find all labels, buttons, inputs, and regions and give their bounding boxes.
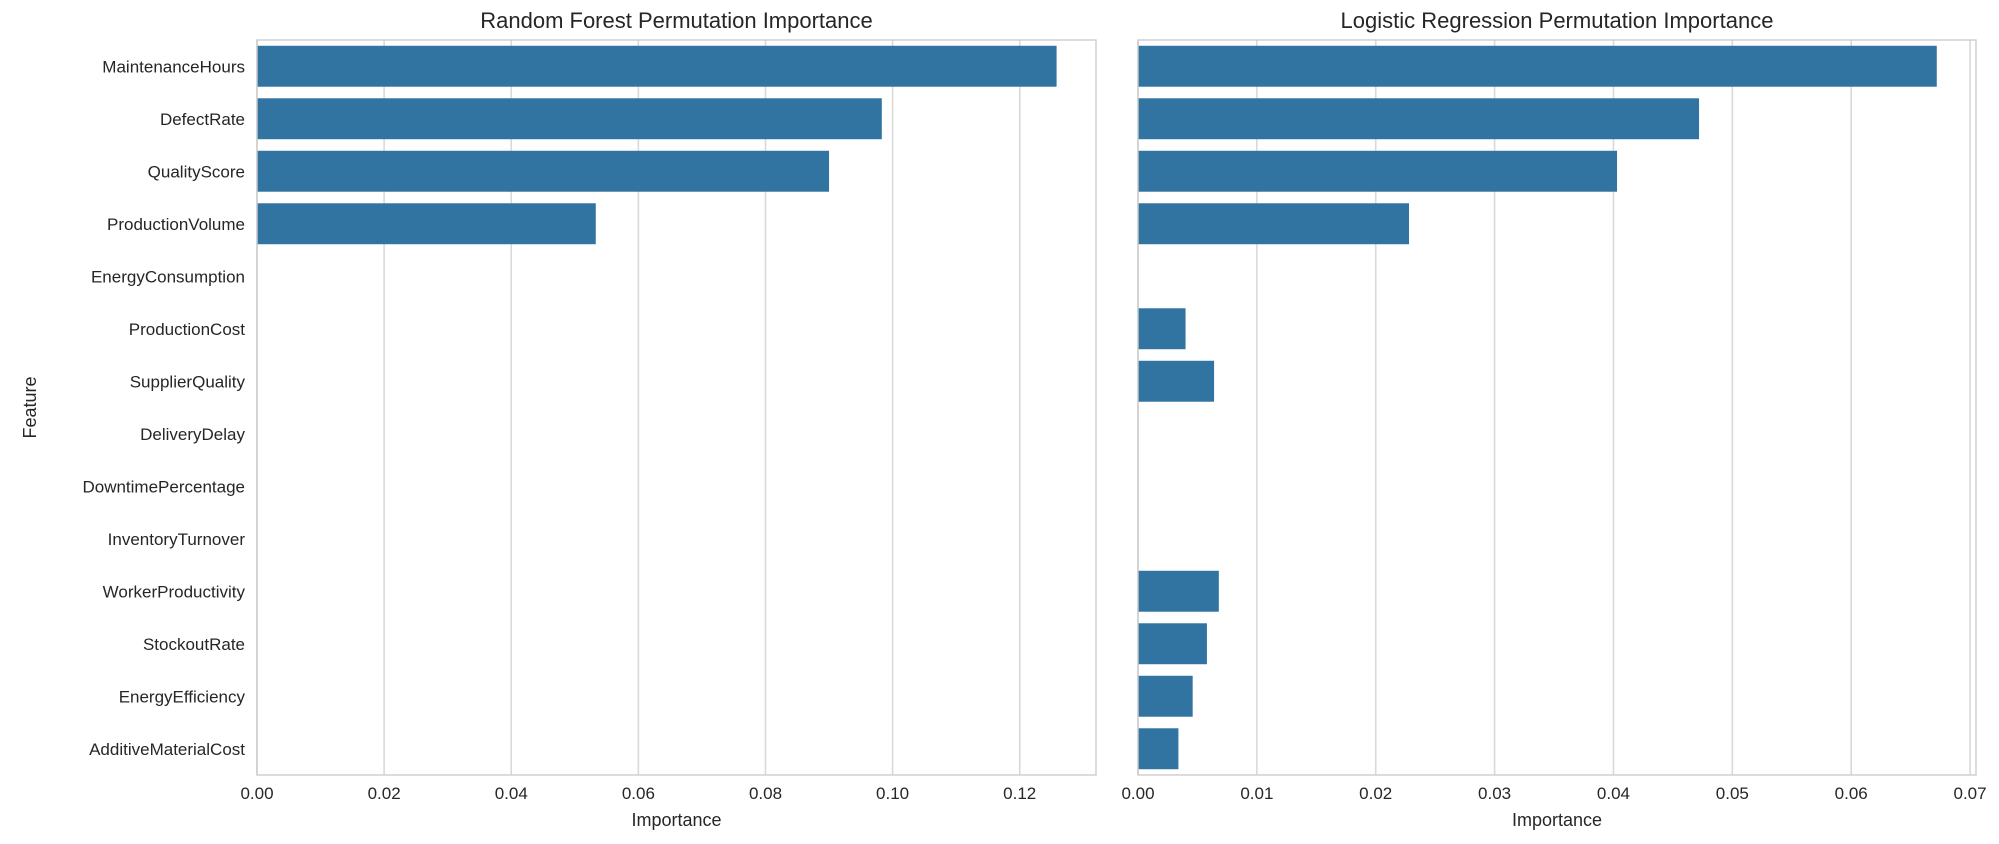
y-tick-label: ProductionCost bbox=[129, 320, 246, 339]
x-tick-label: 0.07 bbox=[1954, 784, 1987, 803]
x-tick-label: 0.05 bbox=[1716, 784, 1749, 803]
y-tick-label: DowntimePercentage bbox=[82, 477, 245, 496]
axes-frame bbox=[256, 39, 1097, 776]
x-tick-label: 0.02 bbox=[368, 784, 401, 803]
y-axis-label: Feature bbox=[20, 376, 40, 438]
x-axis-label: Importance bbox=[631, 810, 721, 830]
bar bbox=[1138, 308, 1186, 350]
x-tick-label: 0.00 bbox=[240, 784, 273, 803]
bar bbox=[257, 150, 830, 192]
chart-title: Logistic Regression Permutation Importan… bbox=[1341, 8, 1774, 33]
bar bbox=[257, 45, 1057, 87]
x-tick-label: 0.06 bbox=[1835, 784, 1868, 803]
x-tick-label: 0.06 bbox=[622, 784, 655, 803]
axes-frame bbox=[1137, 39, 1977, 776]
y-tick-label: QualityScore bbox=[148, 162, 245, 181]
x-tick-label: 0.01 bbox=[1240, 784, 1273, 803]
y-tick-label: SupplierQuality bbox=[130, 372, 246, 391]
y-tick-label: InventoryTurnover bbox=[108, 530, 246, 549]
bar bbox=[1138, 623, 1207, 665]
y-tick-label: WorkerProductivity bbox=[103, 582, 246, 601]
y-tick-label: MaintenanceHours bbox=[102, 57, 245, 76]
bar bbox=[1138, 360, 1215, 402]
chart-panel-2: 0.00 0.01 0.02 0.03 0.04 0.05 0.06 0.07 Logistic… bbox=[1121, 8, 1986, 830]
bar bbox=[1138, 45, 1937, 87]
bar bbox=[257, 98, 882, 140]
x-tick-label: 0.04 bbox=[1597, 784, 1630, 803]
bar bbox=[1138, 98, 1700, 140]
y-tick-label: ProductionVolume bbox=[107, 215, 245, 234]
bar bbox=[1138, 570, 1219, 612]
y-tick-label: DefectRate bbox=[160, 110, 245, 129]
x-tick-label: 0.00 bbox=[1121, 784, 1154, 803]
x-tick-label: 0.03 bbox=[1478, 784, 1511, 803]
chart-title: Random Forest Permutation Importance bbox=[480, 8, 873, 33]
bar bbox=[1138, 728, 1179, 770]
y-tick-label: DeliveryDelay bbox=[140, 425, 245, 444]
bar bbox=[257, 203, 596, 245]
bar bbox=[1138, 150, 1618, 192]
chart-panel-1: 0.00 0.02 0.04 0.06 0.08 0.10 0.12 MaintenanceH… bbox=[20, 8, 1097, 830]
x-tick-label: 0.02 bbox=[1359, 784, 1392, 803]
y-tick-label: StockoutRate bbox=[143, 635, 245, 654]
bar bbox=[1138, 675, 1193, 717]
y-tick-label: EnergyEfficiency bbox=[119, 687, 246, 706]
x-tick-label: 0.04 bbox=[495, 784, 528, 803]
x-axis-label: Importance bbox=[1512, 810, 1602, 830]
x-tick-label: 0.08 bbox=[749, 784, 782, 803]
y-tick-label: EnergyConsumption bbox=[91, 267, 245, 286]
x-tick-label: 0.12 bbox=[1003, 784, 1036, 803]
x-tick-label: 0.10 bbox=[876, 784, 909, 803]
y-tick-label: AdditiveMaterialCost bbox=[89, 740, 245, 759]
bar bbox=[1138, 203, 1410, 245]
